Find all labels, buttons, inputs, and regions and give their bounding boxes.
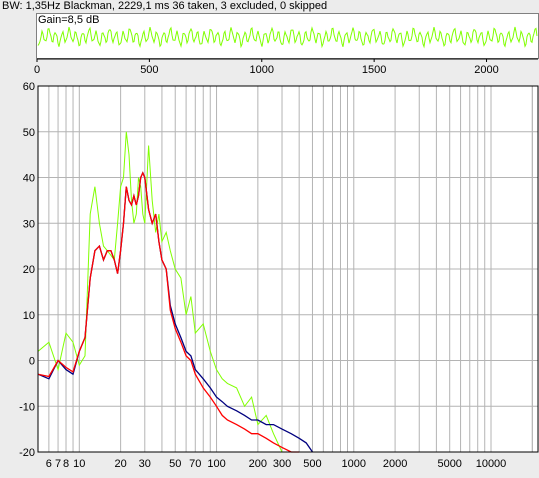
plot-frame <box>37 85 539 453</box>
y-tick-label: 20 <box>23 264 35 276</box>
waveform-tick-label: 2000 <box>474 64 498 76</box>
x-tick-label: 70 <box>189 458 201 470</box>
x-tick-label: 10 <box>73 458 85 470</box>
x-tick-label: 6 <box>46 458 52 470</box>
waveform-tick-label: 1500 <box>362 64 386 76</box>
waveform-tick-label: 0 <box>34 64 40 76</box>
x-tick-label: 300 <box>273 458 291 470</box>
y-tick-label: 0 <box>29 356 35 368</box>
x-tick-label: 200 <box>249 458 267 470</box>
status-bar-text: BW: 1,35Hz Blackman, 2229,1 ms 36 taken,… <box>2 0 328 12</box>
x-tick-label: 10000 <box>476 458 507 470</box>
y-tick-label: 50 <box>23 127 35 139</box>
x-tick-label: 7 <box>55 458 61 470</box>
x-tick-label: 1000 <box>342 458 366 470</box>
x-tick-label: 5000 <box>437 458 461 470</box>
waveform-trace <box>37 26 538 49</box>
x-tick-label: 500 <box>303 458 321 470</box>
y-tick-label: -10 <box>19 401 35 413</box>
waveform-tick-label: 1000 <box>250 64 274 76</box>
x-tick-label: 2000 <box>383 458 407 470</box>
y-tick-label: 30 <box>23 218 35 230</box>
waveform-tick-label: 500 <box>140 64 158 76</box>
x-tick-label: 30 <box>139 458 151 470</box>
y-tick-label: 40 <box>23 173 35 185</box>
y-tick-label: 10 <box>23 310 35 322</box>
spectrum-series-line <box>37 171 300 453</box>
x-tick-label: 100 <box>207 458 225 470</box>
y-tick-label: -20 <box>19 447 35 459</box>
x-tick-label: 8 <box>63 458 69 470</box>
spectrum-series-line <box>37 131 283 453</box>
x-tick-label: 20 <box>114 458 126 470</box>
gain-label: Gain=8,5 dB <box>38 14 100 26</box>
y-tick-label: 60 <box>23 81 35 93</box>
x-tick-label: 50 <box>169 458 181 470</box>
